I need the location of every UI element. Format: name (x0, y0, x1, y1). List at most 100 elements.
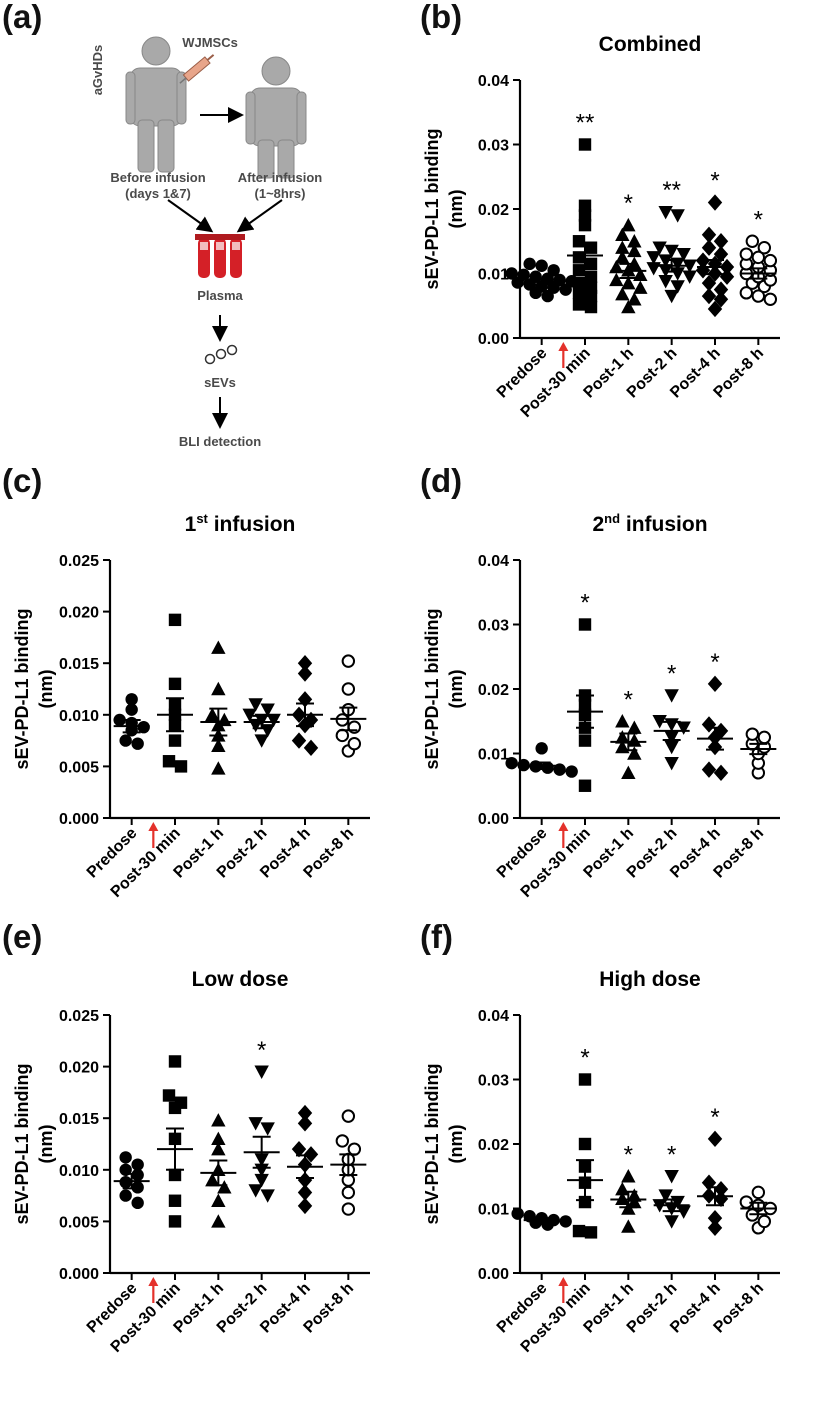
data-point (664, 1170, 679, 1184)
y-tick-label: 0.00 (478, 331, 509, 348)
data-point (559, 1215, 572, 1228)
data-point (664, 289, 679, 304)
chart-title: High dose (599, 968, 701, 991)
infusion-arrow-icon (148, 822, 159, 848)
data-point (347, 736, 362, 751)
data-point (174, 760, 188, 773)
data-point (578, 138, 592, 151)
y-tick-label: 0.025 (59, 553, 99, 570)
data-point (578, 218, 592, 232)
data-point (627, 746, 642, 760)
data-point (664, 740, 679, 755)
data-point (505, 756, 518, 770)
data-point (584, 1226, 598, 1239)
y-tick-label: 0.03 (478, 138, 509, 155)
data-point (572, 264, 586, 277)
data-point (701, 239, 717, 256)
data-point (609, 259, 624, 274)
y-axis-unit: (nm) (446, 670, 466, 709)
data-point (297, 665, 313, 682)
data-point (578, 199, 592, 212)
panel-label-e: (e) (2, 918, 43, 955)
patient-before-figure (125, 36, 187, 173)
significance-mark: * (580, 590, 589, 617)
infusion-arrow-head (148, 822, 159, 831)
data-point (211, 640, 226, 654)
y-tick-label: 0.010 (59, 1163, 99, 1180)
y-tick-label: 0.000 (59, 1266, 99, 1283)
data-point (174, 1096, 188, 1109)
y-axis-unit: (nm) (446, 1125, 466, 1164)
y-axis-unit: (nm) (36, 1125, 56, 1164)
data-point (168, 1055, 182, 1068)
after-line-2: (1~8hrs) (254, 186, 306, 201)
data-point (119, 1163, 132, 1176)
infusion-arrow-head (148, 1277, 159, 1286)
y-axis-label: sEV-PD-L1 binding (422, 128, 442, 289)
data-point (553, 273, 566, 287)
data-point (291, 732, 307, 749)
data-point (713, 281, 729, 298)
infusion-arrow-icon (148, 1277, 159, 1303)
data-point (621, 217, 636, 232)
data-point (211, 1214, 226, 1228)
data-point (757, 241, 772, 255)
data-point (211, 761, 226, 775)
y-tick-label: 0.03 (478, 1073, 509, 1090)
data-point (347, 1142, 362, 1156)
chart-title-main: 2 (592, 513, 604, 536)
data-point (168, 677, 182, 691)
data-point (578, 734, 592, 747)
data-point (131, 1168, 144, 1182)
y-tick-label: 0.020 (59, 1060, 99, 1077)
data-point (131, 737, 144, 750)
panel-label-a: (a) (2, 0, 43, 35)
data-point (707, 1209, 723, 1227)
data-point (248, 698, 263, 712)
data-point (621, 1219, 636, 1233)
chart-title-rest: infusion (208, 513, 296, 536)
significance-mark: * (257, 1037, 266, 1064)
significance-mark: * (624, 190, 633, 217)
data-point (511, 1207, 524, 1220)
data-point (335, 728, 350, 743)
data-point (670, 257, 685, 272)
data-point (578, 1073, 592, 1086)
significance-mark: * (710, 168, 719, 195)
data-point (664, 689, 679, 703)
chart-title-main: Low dose (192, 968, 289, 991)
data-point (266, 713, 281, 728)
chart-low-dose: Low dose sEV-PD-L1 binding (nm) 0.000 0.005 0… (12, 968, 370, 1356)
y-tick-label: 0.04 (478, 73, 509, 90)
data-point (517, 268, 530, 281)
data-point (578, 1137, 592, 1151)
data-point (341, 682, 356, 696)
data-point (745, 727, 760, 741)
data-point (303, 739, 319, 757)
data-point (664, 244, 679, 259)
data-point (572, 235, 586, 248)
data-point (125, 693, 138, 706)
injection-label: WJMSCs (182, 35, 238, 50)
data-point (584, 281, 598, 294)
data-point (572, 251, 586, 264)
significance-mark: * (710, 649, 719, 676)
y-tick-label: 0.04 (478, 1008, 509, 1025)
schematic-graphic (125, 36, 307, 429)
significance-mark: * (580, 1045, 589, 1072)
data-point (535, 259, 548, 272)
data-point (211, 681, 226, 696)
data-point (615, 240, 630, 254)
data-point (211, 1193, 226, 1207)
y-tick-label: 0.04 (478, 553, 509, 570)
y-tick-label: 0.000 (59, 811, 99, 828)
data-point (713, 291, 729, 308)
chart-title-rest: infusion (620, 513, 708, 536)
data-point (335, 1134, 350, 1148)
data-point (254, 734, 269, 748)
infusion-arrow-icon (558, 342, 569, 368)
data-point (751, 1185, 766, 1200)
significance-mark: * (667, 1141, 676, 1168)
data-point (168, 1168, 182, 1182)
data-point (701, 1174, 717, 1191)
